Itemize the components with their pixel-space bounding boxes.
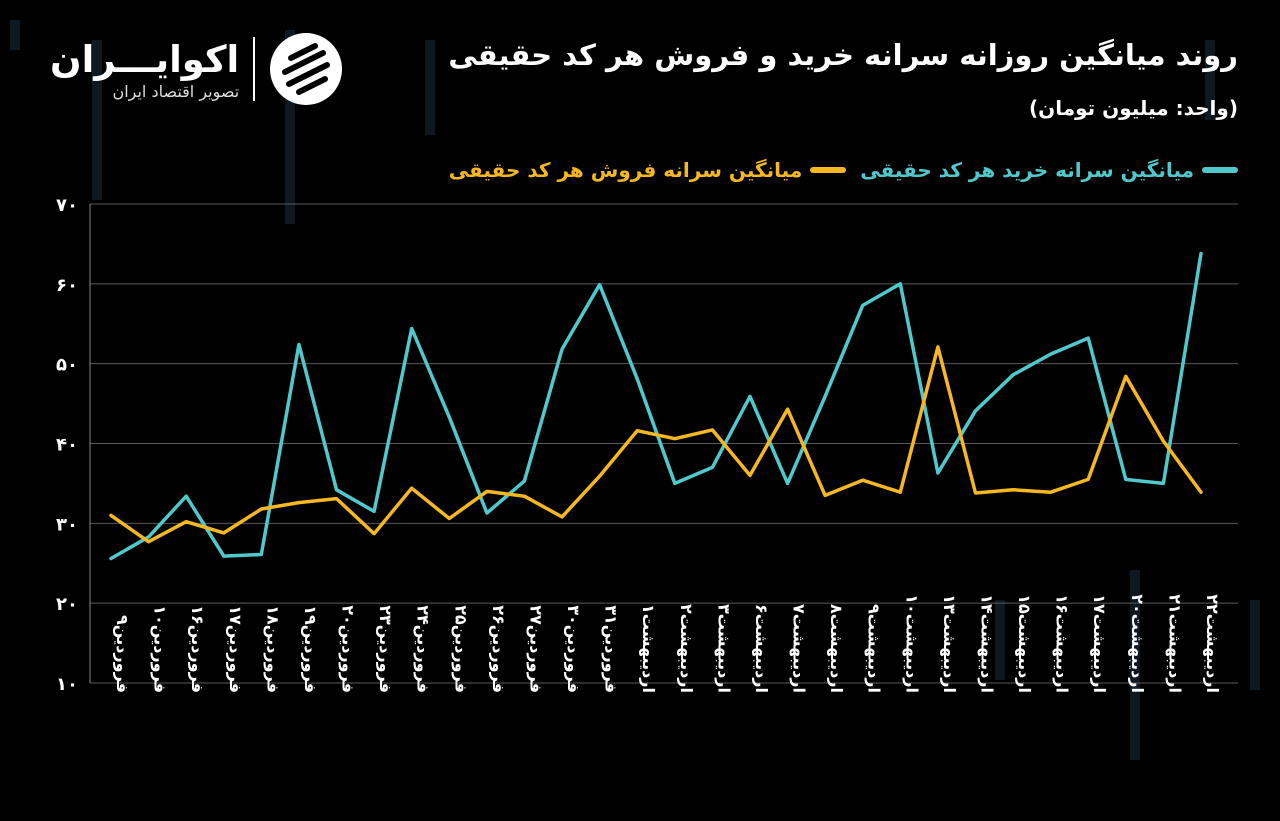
x-tick-label: اردیبهشت۳ bbox=[714, 604, 733, 693]
x-tick-label: اردیبهشت۱۰ bbox=[902, 594, 921, 693]
x-tick-label: فروردین۲۶ bbox=[489, 605, 508, 693]
y-tick-label: ۲۰ bbox=[56, 594, 78, 615]
chart-legend: میانگین سرانه خرید هر کد حقیقی میانگین س… bbox=[449, 158, 1238, 182]
y-tick-label: ۴۰ bbox=[56, 435, 78, 456]
y-tick-label: ۳۰ bbox=[56, 514, 78, 535]
x-tick-label: فروردین۹ bbox=[113, 615, 132, 693]
background-candle bbox=[285, 30, 295, 224]
x-tick-label: فروردین۲۳ bbox=[376, 605, 395, 693]
background-candle bbox=[1250, 600, 1260, 690]
x-tick-label: اردیبهشت۲ bbox=[677, 604, 696, 693]
x-tick-label: اردیبهشت۱۵ bbox=[1015, 594, 1034, 693]
y-tick-label: ۷۰ bbox=[56, 195, 78, 216]
x-tick-label: فروردین۱۷ bbox=[226, 605, 245, 693]
x-tick-label: اردیبهشت۸ bbox=[827, 604, 846, 693]
x-tick-label: اردیبهشت۶ bbox=[752, 604, 771, 693]
y-tick-label: ۵۰ bbox=[56, 355, 78, 376]
series-line-buy bbox=[109, 251, 1203, 561]
y-tick-label: ۶۰ bbox=[56, 275, 78, 296]
x-tick-label: فروردین۲۵ bbox=[451, 605, 470, 693]
chart-title: روند میانگین روزانه سرانه خرید و فروش هر… bbox=[448, 38, 1238, 72]
y-tick-label: ۱۰ bbox=[56, 674, 78, 695]
background-candle bbox=[92, 40, 102, 200]
background-candle bbox=[995, 600, 1005, 680]
legend-label-buy: میانگین سرانه خرید هر کد حقیقی bbox=[860, 158, 1194, 182]
x-tick-label: اردیبهشت۱۳ bbox=[940, 594, 959, 693]
legend-label-sell: میانگین سرانه فروش هر کد حقیقی bbox=[448, 158, 803, 182]
x-tick-label: اردیبهشت۹ bbox=[865, 604, 884, 693]
legend-item-sell: میانگین سرانه فروش هر کد حقیقی bbox=[448, 158, 847, 182]
x-tick-label: اردیبهشت۲۱ bbox=[1165, 594, 1184, 693]
logo-name: اکوایـــران bbox=[50, 37, 240, 81]
x-tick-label: اردیبهشت۱ bbox=[639, 604, 658, 693]
x-tick-label: فروردین۱۰ bbox=[151, 605, 170, 693]
background-candle bbox=[1130, 570, 1140, 760]
background-candle bbox=[10, 20, 20, 50]
x-tick-label: فروردین۱۶ bbox=[188, 605, 207, 693]
x-tick-label: فروردین۱۸ bbox=[263, 605, 282, 693]
series-line-sell bbox=[109, 345, 1203, 544]
legend-item-buy: میانگین سرانه خرید هر کد حقیقی bbox=[860, 158, 1238, 182]
x-tick-label: فروردین۲۴ bbox=[414, 605, 433, 693]
legend-swatch-buy bbox=[1202, 167, 1238, 173]
x-tick-label: اردیبهشت۱۴ bbox=[977, 594, 996, 693]
x-tick-label: فروردین۱۹ bbox=[301, 605, 320, 693]
x-tick-label: اردیبهشت۱۷ bbox=[1090, 594, 1109, 693]
x-tick-label: فروردین۲۷ bbox=[526, 605, 545, 693]
chart-header: روند میانگین روزانه سرانه خرید و فروش هر… bbox=[448, 38, 1238, 72]
x-tick-label: فروردین۳۱ bbox=[602, 605, 621, 693]
logo-divider bbox=[253, 37, 256, 101]
unit-label: (واحد: میلیون تومان) bbox=[1029, 96, 1238, 120]
x-tick-label: اردیبهشت۲۰ bbox=[1128, 594, 1147, 693]
brand-logo: اکوایـــران تصویر اقتصاد ایران bbox=[50, 32, 343, 106]
logo-tagline: تصویر اقتصاد ایران bbox=[112, 81, 240, 101]
legend-swatch-sell bbox=[810, 167, 847, 173]
x-tick-label: اردیبهشت۱۶ bbox=[1053, 594, 1072, 693]
x-tick-label: اردیبهشت۲۲ bbox=[1203, 594, 1222, 693]
background-candle bbox=[425, 40, 435, 135]
x-tick-label: اردیبهشت۷ bbox=[790, 604, 809, 693]
x-tick-label: فروردین۳۰ bbox=[564, 605, 583, 693]
logo-text: اکوایـــران تصویر اقتصاد ایران bbox=[50, 38, 239, 101]
x-tick-label: فروردین۲۰ bbox=[339, 605, 358, 693]
ecoiran-logo-icon bbox=[270, 33, 343, 105]
background-candle bbox=[1205, 40, 1215, 120]
